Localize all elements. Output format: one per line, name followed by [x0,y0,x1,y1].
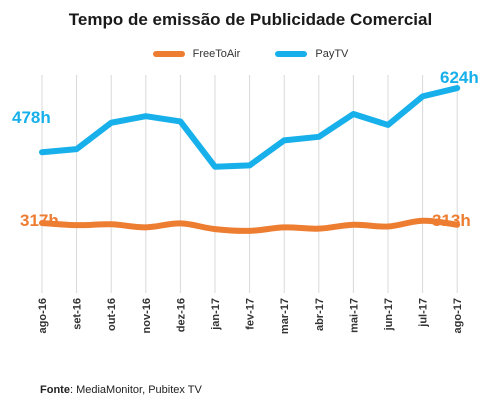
source-note: Fonte: MediaMonitor, Pubitex TV [40,384,202,396]
x-tick-label-fev-17: fev-17 [245,298,257,330]
x-tick-label-ago-16: ago-16 [37,298,49,333]
label-freetoair-start: 317h [20,211,59,230]
line-chart: ago-16 set-16 out-16 nov-16 dez-16 jan-17 fev-… [12,68,479,334]
x-tick-label-out-16: out-16 [106,298,118,331]
legend: FreeToAir PayTV [0,48,501,60]
x-tick-label-dez-16: dez-16 [175,298,187,332]
label-paytv-start: 478h [12,108,51,127]
x-tick-label-jul-17: jul-17 [418,298,430,328]
legend-swatch-paytv [275,51,308,58]
source-text: : MediaMonitor, Pubitex TV [69,384,202,396]
legend-item-paytv: PayTV [275,48,348,60]
x-tick-label-mar-17: mar-17 [279,298,291,334]
x-tick-label-set-16: set-16 [72,298,84,330]
legend-item-freetoair: FreeToAir [152,48,241,61]
label-paytv-end: 624h [440,68,479,87]
x-tick-label-ago-17: ago-17 [452,298,464,333]
label-freetoair-end: 313h [432,211,471,230]
legend-label-paytv: PayTV [315,48,349,61]
legend-swatch-freetoair [152,51,185,58]
chart-title: Tempo de emissão de Publicidade Comercia… [68,10,433,29]
x-tick-label-abr-17: abr-17 [314,298,326,331]
source-label: Fonte [40,384,70,396]
x-tick-label-jun-17: jun-17 [383,298,395,331]
x-tick-label-jan-17: jan-17 [210,298,222,331]
x-tick-label-mai-17: mai-17 [348,298,360,333]
legend-label-freetoair: FreeToAir [192,48,241,61]
x-tick-label-nov-16: nov-16 [141,298,153,333]
